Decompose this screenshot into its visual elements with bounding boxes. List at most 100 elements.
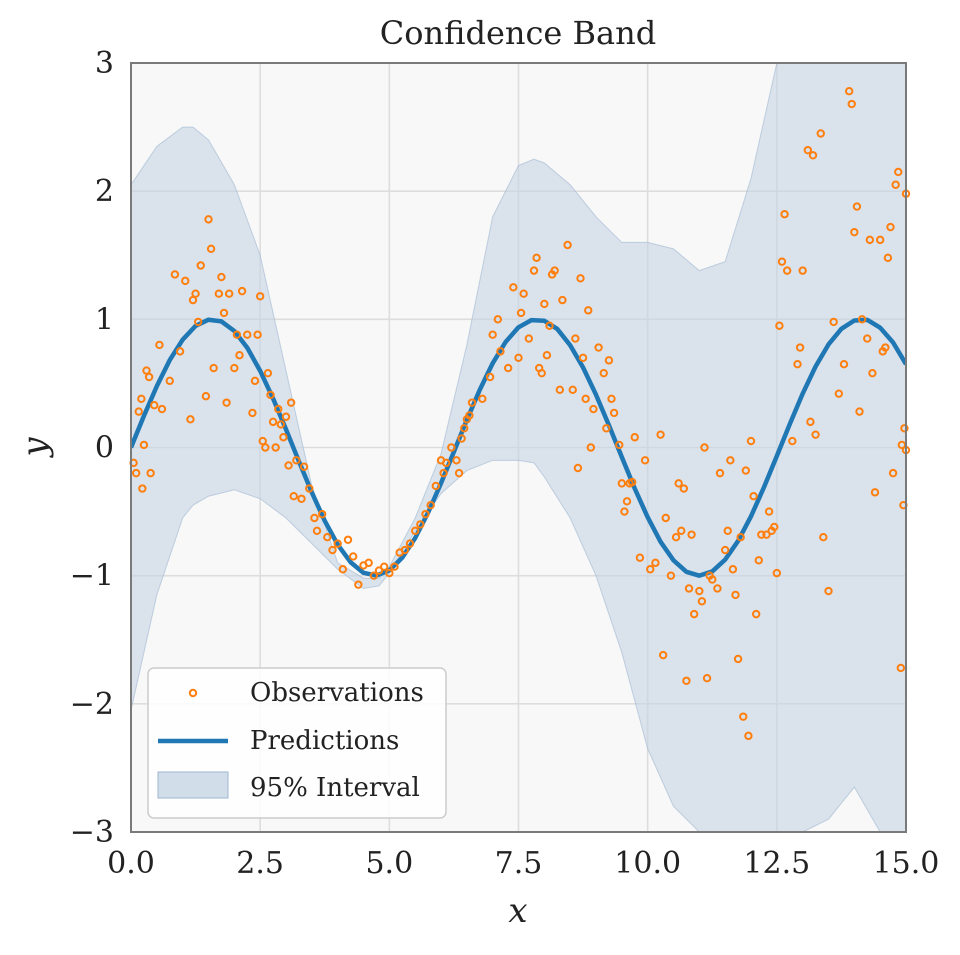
observation-point [888, 468, 898, 478]
observation-point [222, 398, 231, 407]
observation-point [206, 244, 216, 254]
observation-point [687, 530, 696, 539]
observation-point [715, 468, 725, 478]
observation-point [894, 167, 903, 177]
observation-point [788, 436, 797, 446]
legend-label-observations: Observations [250, 678, 424, 708]
observation-point [248, 408, 257, 418]
observation-point [806, 417, 815, 427]
observation-point [620, 507, 629, 516]
observation-point [754, 556, 763, 565]
observation-point [139, 440, 149, 450]
y-tick-label: −1 [70, 559, 114, 594]
observation-point [542, 351, 552, 360]
observation-point [891, 180, 900, 189]
observation-point [426, 500, 435, 510]
x-tick-label: 0.0 [107, 846, 155, 881]
observation-point [137, 394, 146, 403]
x-tick-label: 10.0 [614, 846, 681, 881]
observation-point [651, 558, 660, 568]
observation-point [493, 315, 503, 324]
observation-point [749, 492, 758, 501]
observation-point [819, 533, 828, 542]
observation-point [545, 321, 554, 330]
observation-point [209, 363, 218, 373]
observation-point [816, 129, 825, 138]
y-axis-label: y [15, 437, 55, 459]
observation-point [405, 539, 415, 548]
observation-point [454, 468, 464, 478]
observation-point [702, 674, 712, 683]
observation-point [364, 558, 373, 568]
observation-point [775, 321, 784, 330]
observation-point [764, 507, 774, 516]
observation-point [439, 468, 448, 478]
chart-title: Confidence Band [380, 14, 656, 52]
observation-point [274, 404, 283, 414]
observation-point [795, 343, 805, 352]
observation-point [310, 513, 319, 523]
legend-interval-swatch [157, 771, 229, 799]
prediction-line [131, 317, 906, 578]
observation-point [131, 468, 141, 478]
plot-frame [130, 62, 907, 833]
observation-point [563, 240, 572, 250]
observation-point [374, 566, 384, 575]
observation-point [824, 586, 833, 596]
observation-point [772, 568, 782, 578]
observation-point [467, 398, 477, 407]
observation-point [607, 394, 616, 403]
observation-point [844, 86, 854, 96]
observation-point [677, 526, 686, 536]
legend-label-interval: 95% Interval [250, 773, 420, 803]
observation-point [617, 479, 627, 488]
observation-point [196, 261, 205, 270]
observation-point [757, 530, 766, 539]
observation-point [323, 533, 332, 542]
observation-point [850, 227, 859, 237]
legend: Observations Predictions 95% Interval [147, 667, 447, 819]
observation-point [144, 372, 154, 382]
observation-point [604, 356, 614, 365]
observation-point [558, 295, 567, 305]
observation-point [739, 712, 748, 721]
observation-point [679, 484, 689, 493]
observation-point [573, 463, 583, 473]
observation-point [279, 433, 288, 442]
observation-point [243, 330, 252, 339]
observation-point [857, 315, 867, 324]
observation-point [540, 299, 549, 309]
observation-point [726, 456, 735, 465]
observation-point [297, 494, 306, 503]
observation-point [589, 404, 598, 414]
observation-point [519, 289, 528, 298]
observation-point [695, 586, 704, 596]
observation-point [900, 424, 909, 433]
observation-point [684, 584, 694, 593]
observation-point [263, 368, 273, 378]
observation-point [219, 308, 229, 318]
observation-point [317, 509, 327, 519]
observation-point [529, 266, 539, 275]
observation-point [175, 347, 185, 356]
observation-point [865, 235, 875, 245]
observation-point [146, 468, 155, 478]
observation-point [488, 330, 497, 339]
observation-point [193, 317, 203, 327]
observation-point [261, 443, 270, 452]
observation-point [594, 343, 603, 352]
observation-point [839, 359, 849, 369]
observation-point [640, 456, 650, 465]
observation-point [514, 353, 523, 362]
observation-point [201, 392, 211, 401]
observation-point [328, 545, 337, 555]
observation-point [379, 562, 389, 571]
observation-point [150, 401, 159, 410]
observation-point [808, 151, 818, 160]
observation-point [780, 210, 789, 219]
observation-point [524, 334, 534, 343]
observation-point [798, 266, 807, 275]
observation-point [744, 731, 753, 741]
observation-point [266, 390, 275, 400]
observation-point [602, 424, 611, 433]
